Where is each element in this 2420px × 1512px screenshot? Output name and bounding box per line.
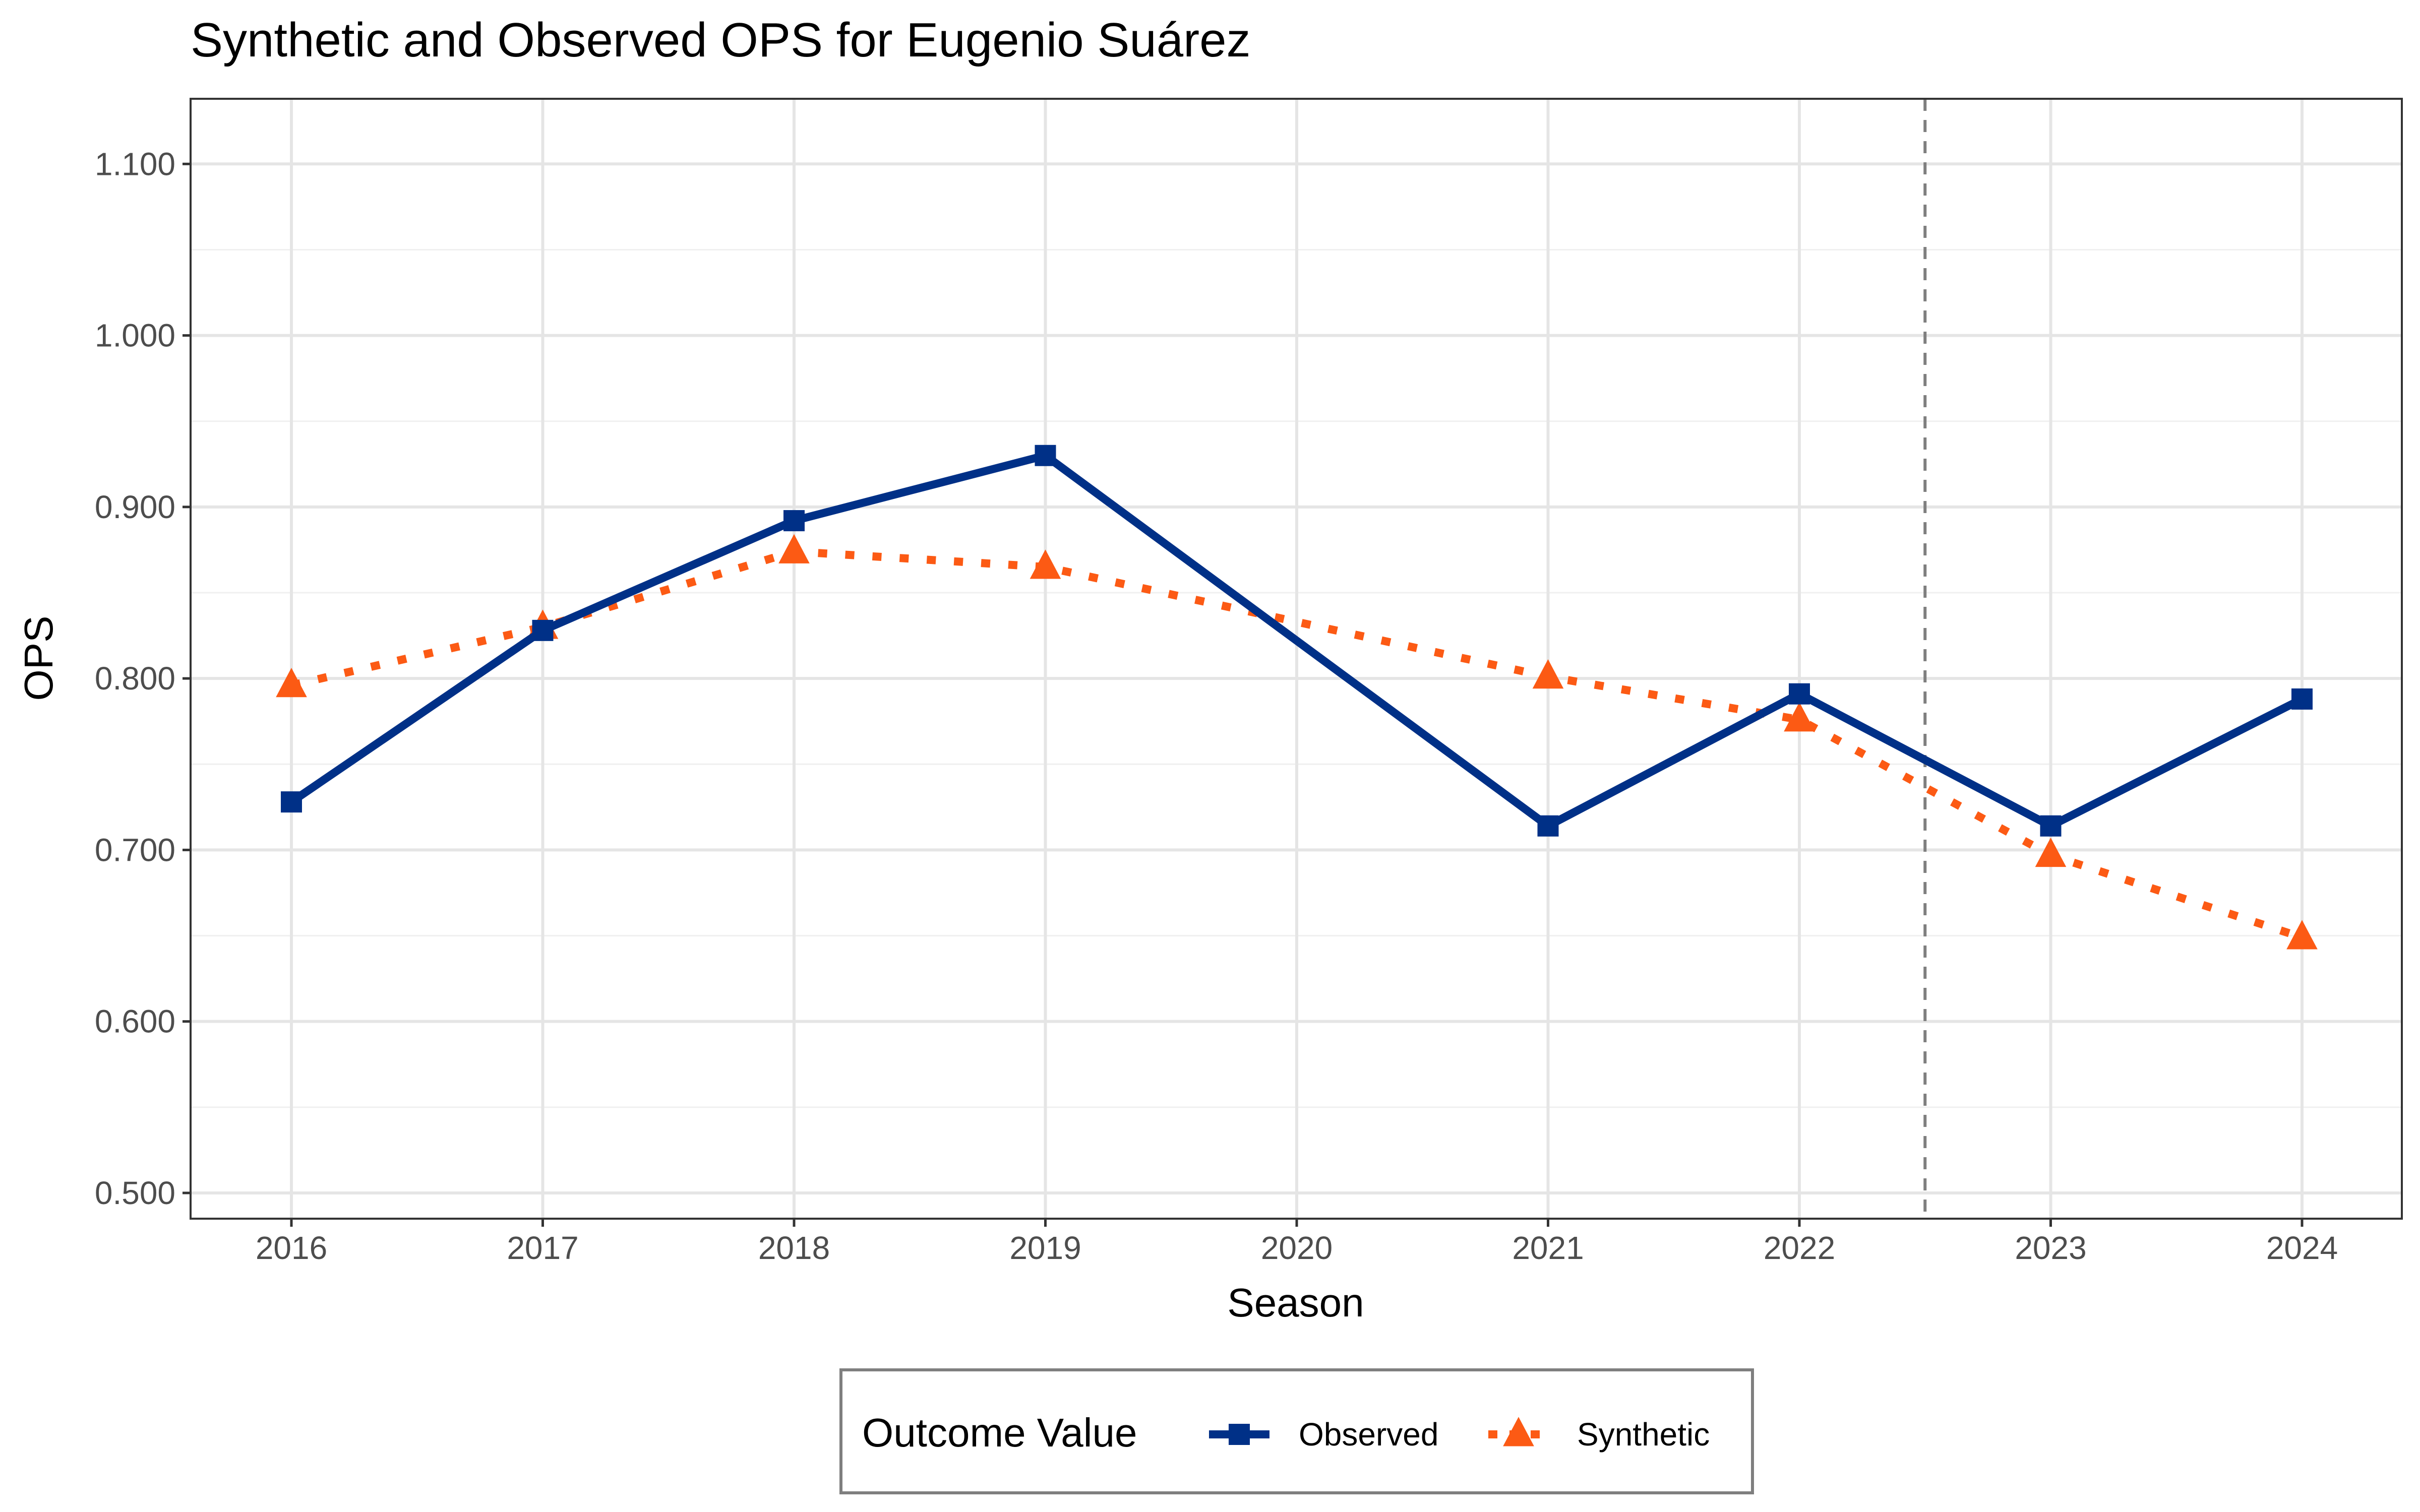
- major-gridlines: [191, 99, 2402, 1219]
- y-axis-title: OPS: [16, 616, 61, 701]
- data-point-observed: [1035, 445, 1056, 466]
- x-tick-label: 2021: [1512, 1230, 1584, 1266]
- legend-label-observed: Observed: [1299, 1416, 1438, 1453]
- legend-key-marker-synthetic: [1503, 1417, 1534, 1446]
- data-point-observed: [532, 619, 554, 641]
- y-axis: 0.500 0.600 0.700 0.800 0.900 1.000 1.100: [95, 146, 191, 1211]
- legend-items: Observed Synthetic: [1209, 1416, 1710, 1453]
- y-tick-label: 0.500: [95, 1175, 175, 1211]
- legend-box: [839, 1368, 1754, 1494]
- data-point-observed: [1537, 815, 1559, 837]
- x-tick-label: 2018: [758, 1230, 830, 1266]
- y-tick-label: 1.000: [95, 318, 175, 354]
- data-point-synthetic: [276, 668, 307, 698]
- data-point-synthetic: [1030, 549, 1061, 579]
- series-observed: [281, 445, 2313, 837]
- data-point-synthetic: [1532, 659, 1564, 689]
- chart-title: Synthetic and Observed OPS for Eugenio S…: [191, 13, 1251, 67]
- legend-key-marker-observed: [1229, 1424, 1250, 1445]
- data-point-observed: [2040, 815, 2062, 837]
- x-tick-label: 2023: [2015, 1230, 2086, 1266]
- legend-label-synthetic: Synthetic: [1577, 1416, 1710, 1453]
- data-point-observed: [2291, 688, 2313, 710]
- y-tick-label: 0.600: [95, 1003, 175, 1040]
- y-tick-label: 0.700: [95, 832, 175, 868]
- data-point-synthetic: [1784, 702, 1815, 732]
- data-point-observed: [1789, 683, 1810, 705]
- x-axis-title: Season: [1227, 1280, 1364, 1325]
- x-tick-label: 2019: [1009, 1230, 1081, 1266]
- legend-title: Outcome Value: [862, 1410, 1137, 1455]
- data-point-synthetic: [2035, 837, 2067, 867]
- data-point-synthetic: [778, 534, 810, 563]
- x-axis: 2016 2017 2018 2019 2020 2021 2022 2023 2024: [256, 1219, 2338, 1266]
- y-tick-label: 0.800: [95, 660, 175, 697]
- data-point-observed: [783, 510, 805, 532]
- y-tick-label: 0.900: [95, 489, 175, 525]
- series-group: [276, 445, 2318, 950]
- legend: Outcome Value Observed Synthetic: [839, 1368, 1754, 1494]
- x-tick-label: 2022: [1764, 1230, 1835, 1266]
- data-point-observed: [281, 791, 302, 813]
- x-tick-label: 2016: [256, 1230, 327, 1266]
- y-tick-label: 1.100: [95, 146, 175, 182]
- series-line-observed: [289, 451, 2304, 830]
- data-point-synthetic: [2286, 920, 2318, 950]
- x-tick-label: 2017: [507, 1230, 578, 1266]
- x-tick-label: 2020: [1261, 1230, 1333, 1266]
- x-tick-label: 2024: [2266, 1230, 2338, 1266]
